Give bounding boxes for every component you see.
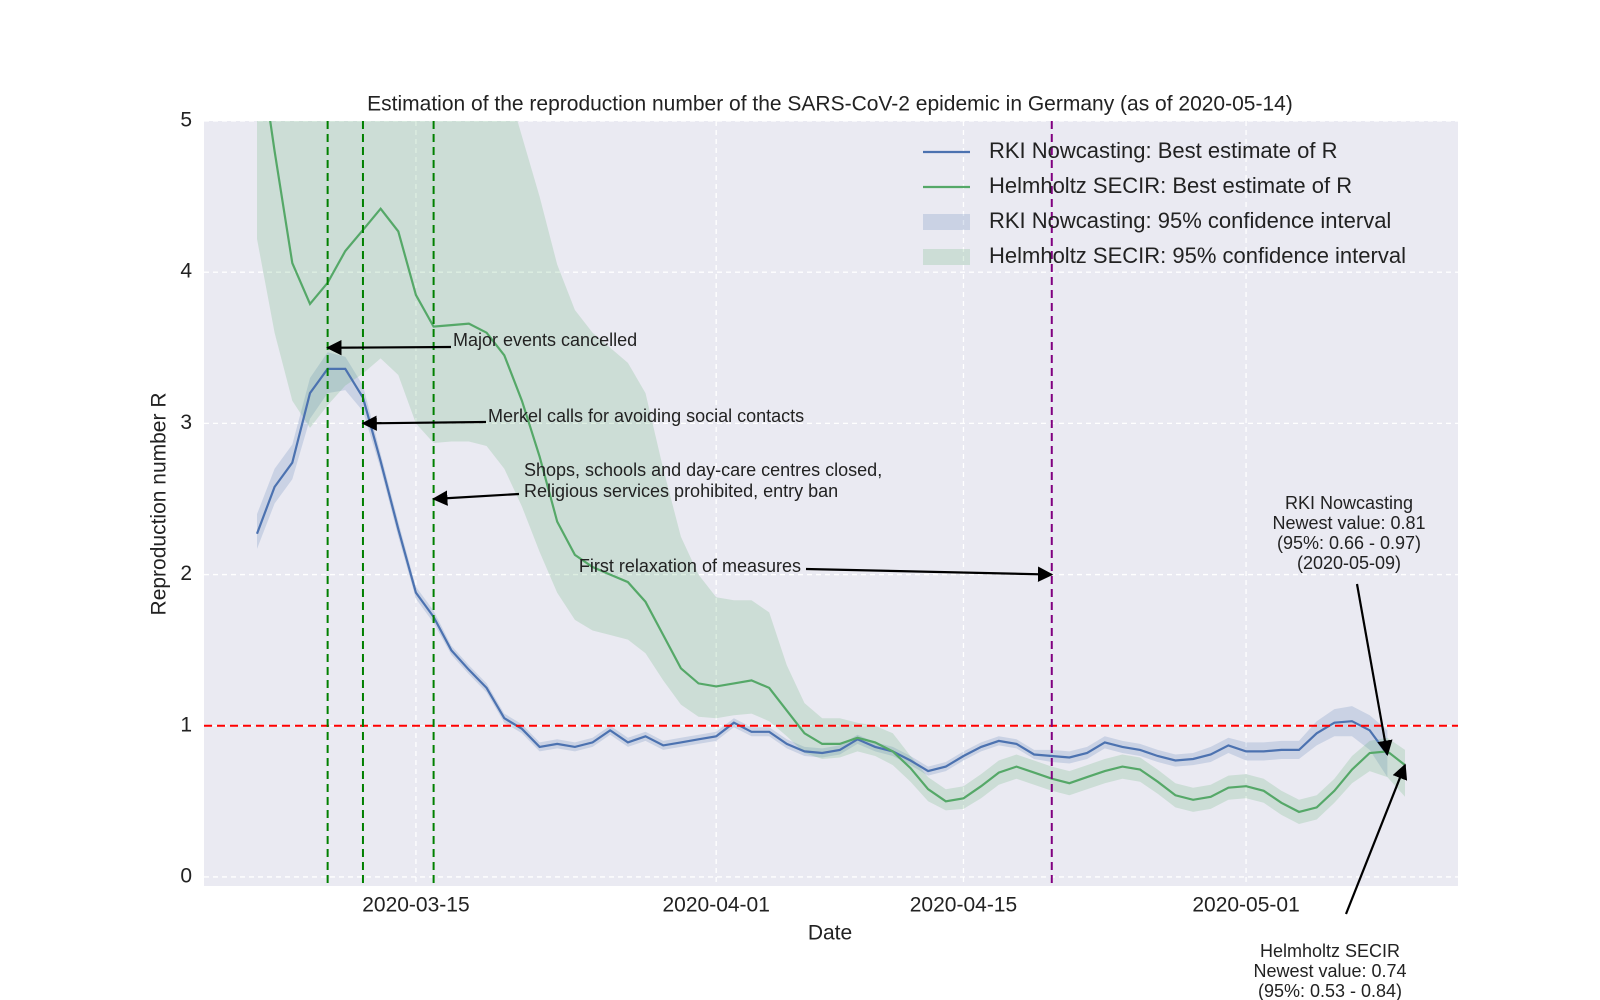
legend-label: RKI Nowcasting: Best estimate of R: [989, 138, 1337, 163]
y-tick-label: 0: [180, 864, 192, 887]
annotation-text: Newest value: 0.74: [1253, 961, 1406, 981]
plot: [255, 121, 1406, 824]
series-line: [255, 367, 1389, 773]
annotation-arrow: [432, 490, 520, 506]
legend-swatch: [923, 249, 970, 265]
annotation-arrow: [1355, 583, 1393, 756]
annotation-text: Helmholtz SECIR: [1260, 941, 1400, 961]
legend-swatch: [923, 214, 970, 230]
annotation-text: Shops, schools and day-care centres clos…: [524, 460, 882, 480]
annotation-text: (2020-05-09): [1297, 553, 1401, 573]
annotation-text: Merkel calls for avoiding social contact…: [488, 406, 804, 426]
y-tick-label: 4: [180, 260, 192, 283]
y-tick-label: 3: [180, 411, 192, 434]
annotation-text: First relaxation of measures: [579, 556, 801, 576]
annotation-arrow: [1344, 763, 1408, 915]
legend-label: Helmholtz SECIR: 95% confidence interval: [989, 243, 1406, 268]
annotation-arrow: [361, 415, 487, 431]
legend-label: RKI Nowcasting: 95% confidence interval: [989, 208, 1391, 233]
annotation-arrow: [326, 339, 452, 356]
y-tick-label: 1: [180, 713, 192, 736]
y-tick-label: 2: [180, 562, 192, 585]
chart-title: Estimation of the reproduction number of…: [367, 93, 1293, 116]
annotation-text: Newest value: 0.81: [1272, 513, 1425, 533]
annotation-text: (95%: 0.66 - 0.97): [1277, 533, 1421, 553]
x-axis-label: Date: [808, 922, 852, 945]
annotation-text: (95%: 0.53 - 0.84): [1258, 981, 1402, 1000]
annotation-text: Major events cancelled: [453, 330, 637, 350]
x-tick-label: 2020-04-15: [910, 894, 1017, 917]
x-tick-label: 2020-04-01: [662, 894, 769, 917]
x-tick-label: 2020-05-01: [1192, 894, 1299, 917]
plot-area: [204, 121, 1458, 886]
annotation-text: Religious services prohibited, entry ban: [524, 481, 838, 501]
y-tick-label: 5: [180, 109, 192, 132]
legend-label: Helmholtz SECIR: Best estimate of R: [989, 173, 1352, 198]
annotation-arrow: [805, 566, 1054, 582]
overlay: RKI Nowcasting: Best estimate of R Helmho…: [204, 121, 1458, 1000]
y-axis-label: Reproduction number R: [148, 393, 171, 616]
confidence-band: [257, 121, 1405, 824]
annotation-text: RKI Nowcasting: [1285, 493, 1413, 513]
x-tick-label: 2020-03-15: [362, 894, 469, 917]
series-line: [269, 121, 1406, 814]
